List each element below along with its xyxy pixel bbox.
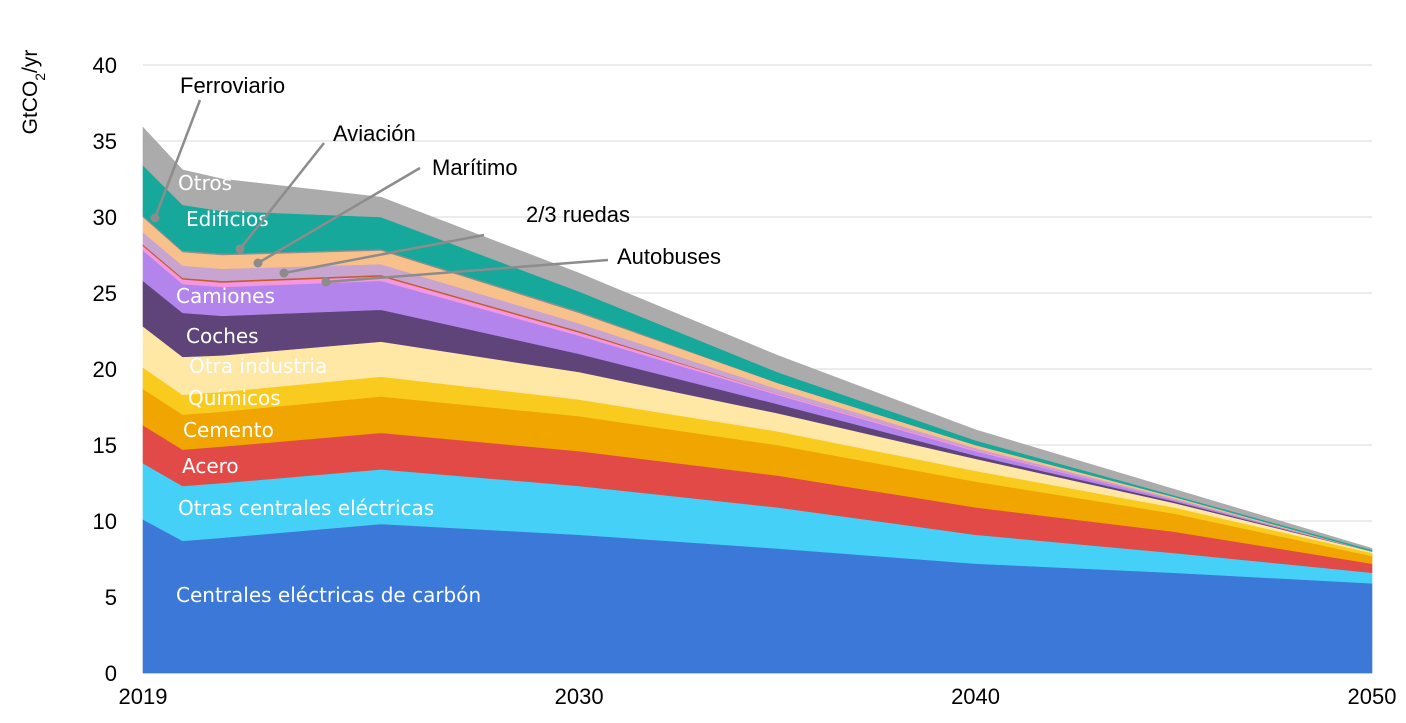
label-centrales-electricas-de-carbon: Centrales eléctricas de carbón — [176, 583, 481, 607]
callout-line-ferroviario — [153, 99, 202, 219]
area-otros — [142, 126, 1373, 551]
y-tick-0: 0 — [105, 661, 117, 686]
y-axis-title: GtCO2/yr — [19, 50, 48, 135]
callout-line-2-3-ruedas — [283, 233, 485, 275]
x-tick-2019: 2019 — [119, 684, 168, 709]
y-tick-35: 35 — [93, 129, 117, 154]
y-tick-30: 30 — [93, 205, 117, 230]
label-quimicos: Químicos — [188, 386, 281, 410]
x-tick-2030: 2030 — [555, 684, 604, 709]
y-tick-40: 40 — [93, 53, 117, 78]
y-tick-25: 25 — [93, 281, 117, 306]
callout-line-maritimo — [257, 166, 421, 265]
callout-label-autobuses: Autobuses — [617, 244, 721, 269]
y-axis-label: GtCO2/yr — [19, 50, 48, 135]
y-tick-20: 20 — [93, 357, 117, 382]
label-coches: Coches — [186, 324, 259, 348]
callout-dot-aviacion — [235, 244, 245, 254]
label-edificios: Edificios — [186, 207, 269, 231]
callouts: Ferroviario Aviación Marítimo 2/3 ruedas Aut… — [150, 73, 721, 287]
label-otras-centrales-electricas: Otras centrales eléctricas — [178, 496, 434, 520]
callout-label-2-3-ruedas: 2/3 ruedas — [526, 202, 630, 227]
y-tick-5: 5 — [105, 585, 117, 610]
callout-line-autobuses — [325, 258, 609, 284]
callout-dot-maritimo — [253, 258, 263, 268]
label-otros: Otros — [178, 171, 232, 195]
callout-dot-2-3-ruedas — [279, 268, 289, 278]
callout-dot-ferroviario — [150, 213, 160, 223]
callout-label-maritimo: Marítimo — [432, 155, 518, 180]
x-tick-2050: 2050 — [1348, 684, 1397, 709]
label-cemento: Cemento — [183, 418, 274, 442]
x-axis-ticks: 2019 2030 2040 2050 — [119, 684, 1397, 709]
label-acero: Acero — [182, 454, 239, 478]
y-axis-ticks: 0 5 10 15 20 25 30 35 40 — [93, 53, 117, 686]
x-tick-2040: 2040 — [951, 684, 1000, 709]
inside-labels: Otros Edificios Camiones Coches Otra industr… — [176, 171, 481, 607]
callout-label-aviacion: Aviación — [333, 121, 416, 146]
label-camiones: Camiones — [176, 284, 275, 308]
callout-dot-autobuses — [321, 277, 331, 287]
callout-line-aviacion — [239, 142, 325, 250]
stacked-areas — [142, 126, 1373, 674]
y-tick-15: 15 — [93, 433, 117, 458]
y-tick-10: 10 — [93, 509, 117, 534]
callout-label-ferroviario: Ferroviario — [180, 73, 285, 98]
label-otra-industria: Otra industria — [189, 354, 327, 378]
